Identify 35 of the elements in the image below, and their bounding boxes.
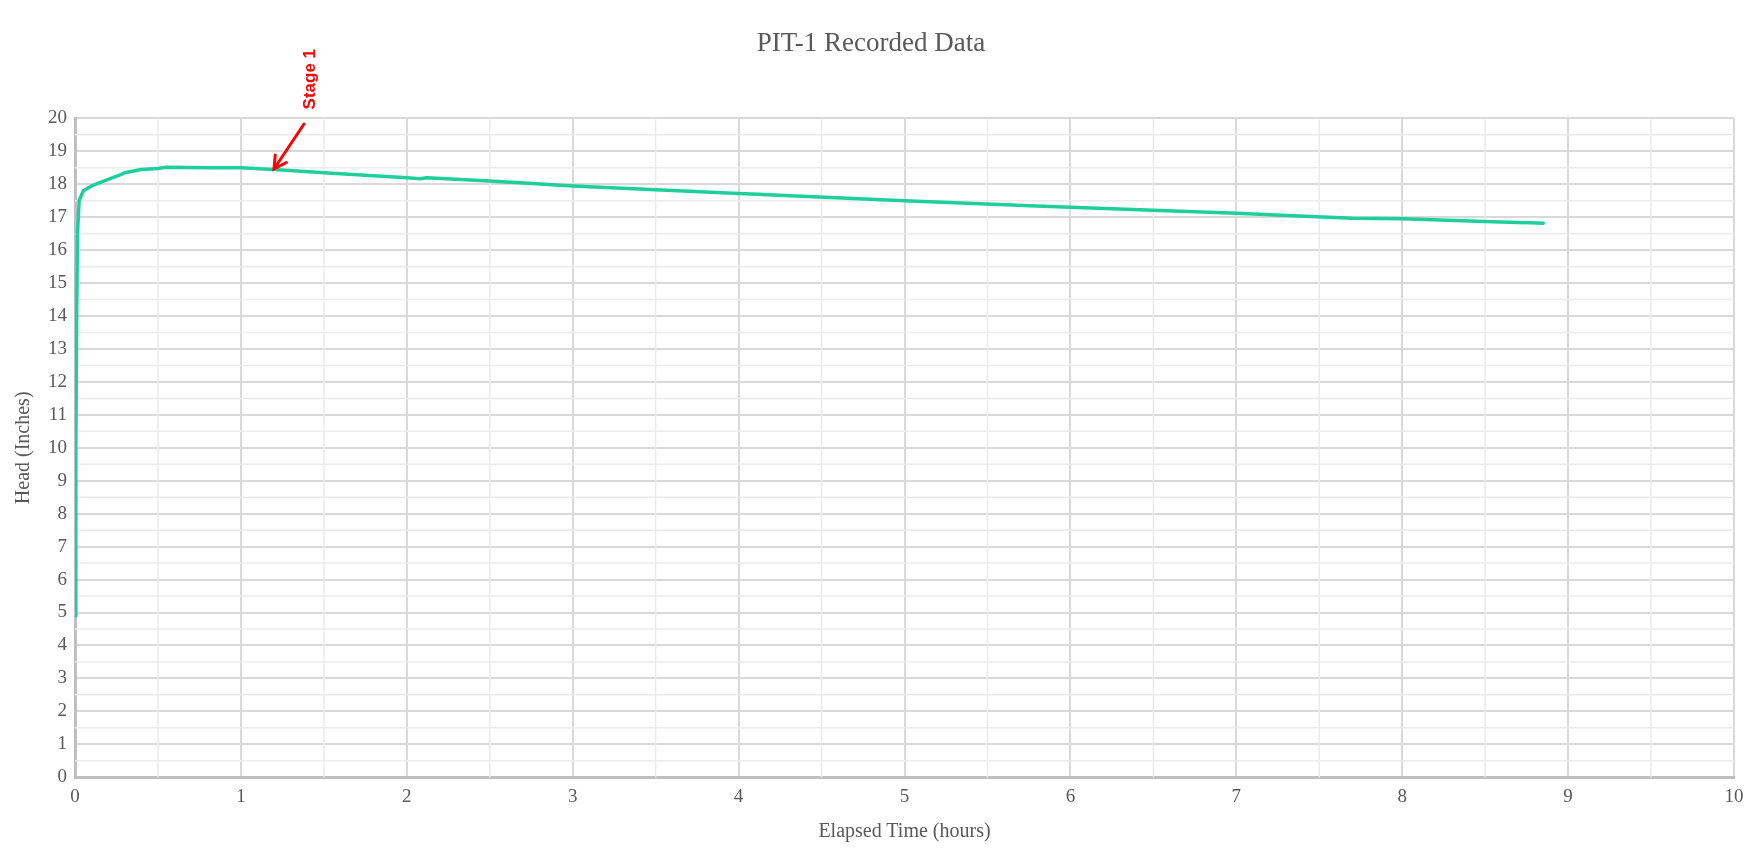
x-tick-label: 3 <box>567 784 578 806</box>
x-tick-label: 5 <box>899 784 910 806</box>
y-tick-label: 3 <box>57 666 67 688</box>
x-tick-label: 4 <box>733 784 744 806</box>
y-tick-label: 13 <box>48 336 67 358</box>
x-tick-label: 7 <box>1231 784 1242 806</box>
y-tick-label: 4 <box>57 633 68 655</box>
x-tick-label: 2 <box>402 784 412 806</box>
y-tick-label: 14 <box>48 304 68 326</box>
x-axis-title: Elapsed Time (hours) <box>818 819 991 843</box>
y-tick-label: 9 <box>57 468 67 490</box>
y-tick-label: 11 <box>48 402 67 424</box>
chart-title: PIT-1 Recorded Data <box>756 27 986 58</box>
x-tick-label: 9 <box>1563 784 1573 806</box>
y-tick-label: 1 <box>57 732 67 754</box>
y-tick-label: 8 <box>57 501 67 523</box>
y-tick-label: 5 <box>57 600 67 622</box>
y-tick-label: 12 <box>48 369 67 391</box>
y-tick-label: 20 <box>48 106 67 128</box>
y-tick-label: 17 <box>48 205 67 227</box>
y-tick-label: 15 <box>48 271 67 293</box>
y-tick-label: 16 <box>48 238 67 260</box>
y-tick-label: 2 <box>57 699 67 721</box>
x-tick-label: 1 <box>236 784 246 806</box>
x-tick-label: 6 <box>1065 784 1076 806</box>
y-tick-label: 10 <box>48 435 67 457</box>
y-tick-label: 6 <box>57 567 67 589</box>
x-tick-label: 8 <box>1397 784 1407 806</box>
annotation: Stage 1 <box>299 48 319 110</box>
y-axis-title: Head (Inches) <box>11 391 35 505</box>
y-tick-label: 0 <box>57 765 67 787</box>
y-tick-label: 19 <box>48 139 67 161</box>
y-tick-label: 18 <box>48 172 67 194</box>
x-tick-label: 10 <box>1724 784 1744 806</box>
y-tick-label: 7 <box>57 534 67 556</box>
